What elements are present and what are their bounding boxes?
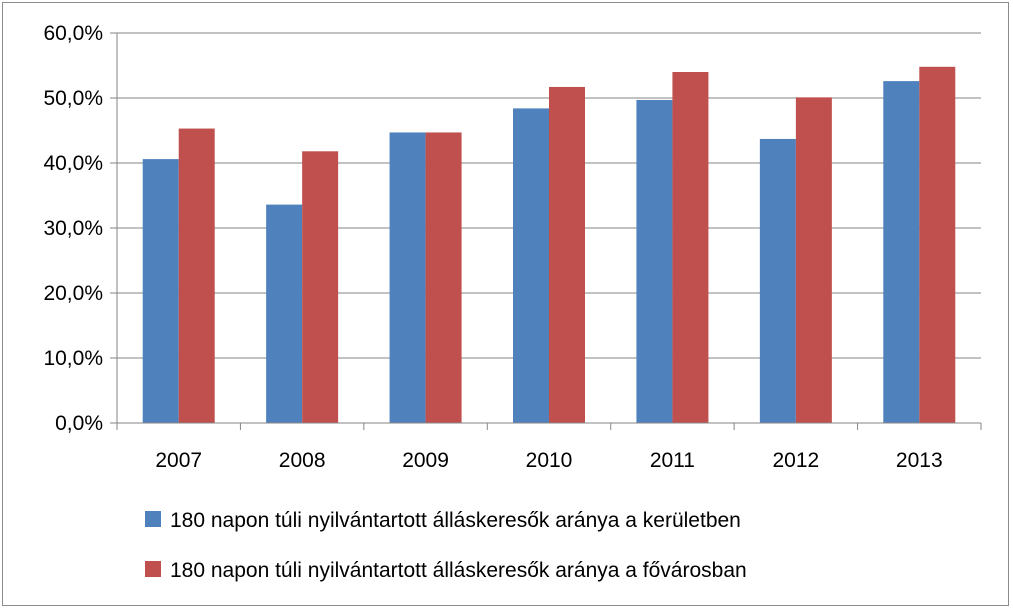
legend: 180 napon túli nyilvántartott álláskeres… xyxy=(145,509,747,582)
legend-swatch xyxy=(145,561,161,577)
y-tick-label: 40,0% xyxy=(43,152,103,175)
bar-fovaros-2013 xyxy=(919,66,956,424)
bar-kerulet-2007 xyxy=(142,159,179,423)
bar-fovaros-2009 xyxy=(425,132,462,423)
bar-kerulet-2011 xyxy=(636,99,673,423)
bars xyxy=(142,66,956,424)
y-tick-labels: 0,0% 10,0% 20,0% 30,0% 40,0% 50,0% 60,0% xyxy=(43,22,103,435)
y-tick-label: 10,0% xyxy=(43,347,103,370)
x-tick-label: 2012 xyxy=(772,449,819,472)
y-tick-label: 50,0% xyxy=(43,87,103,110)
bar-kerulet-2012 xyxy=(759,138,796,423)
legend-swatch xyxy=(145,511,161,527)
bar-fovaros-2011 xyxy=(672,72,709,423)
bar-kerulet-2008 xyxy=(266,204,303,423)
bar-fovaros-2012 xyxy=(795,97,832,423)
axes xyxy=(110,32,982,430)
y-tick-label: 0,0% xyxy=(55,412,103,435)
x-tick-label: 2008 xyxy=(279,449,326,472)
legend-label: 180 napon túli nyilvántartott álláskeres… xyxy=(170,559,747,582)
bar-fovaros-2008 xyxy=(302,151,339,424)
x-tick-label: 2013 xyxy=(896,449,943,472)
bar-kerulet-2009 xyxy=(389,132,426,423)
y-tick-label: 30,0% xyxy=(43,217,103,240)
x-tick-labels: 2007 2008 2009 2010 2011 2012 2013 xyxy=(155,449,942,472)
bar-kerulet-2010 xyxy=(513,108,549,424)
y-tick-label: 20,0% xyxy=(43,282,103,305)
bar-kerulet-2013 xyxy=(883,81,920,423)
y-tick-label: 60,0% xyxy=(43,22,103,45)
legend-label: 180 napon túli nyilvántartott álláskeres… xyxy=(170,509,741,532)
bar-fovaros-2010 xyxy=(549,86,585,423)
x-tick-label: 2009 xyxy=(402,449,449,472)
x-tick-label: 2011 xyxy=(650,449,695,472)
x-tick-label: 2010 xyxy=(526,449,573,472)
bar-fovaros-2007 xyxy=(178,128,215,424)
x-tick-label: 2007 xyxy=(155,449,202,472)
